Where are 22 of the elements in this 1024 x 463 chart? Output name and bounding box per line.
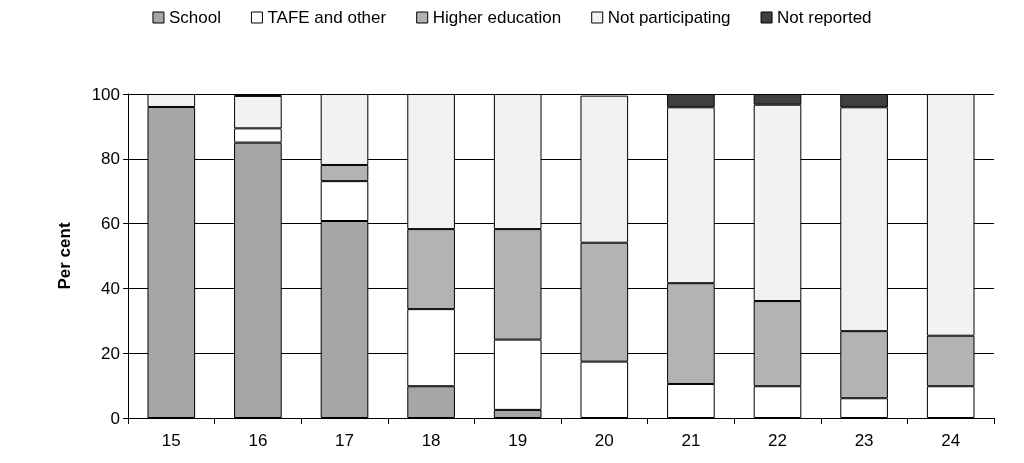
x-tick-label: 20 xyxy=(594,431,614,450)
x-tick-label: 23 xyxy=(854,431,874,450)
y-axis-title: Per cent xyxy=(55,222,74,290)
legend-label: Not participating xyxy=(607,8,731,27)
x-tick-label: 15 xyxy=(161,431,181,450)
x-tick-label: 21 xyxy=(681,431,701,450)
legend-label: Higher education xyxy=(432,8,562,27)
y-tick-label: 40 xyxy=(101,278,120,298)
x-tick-label: 24 xyxy=(941,431,961,450)
y-tick-label: 0 xyxy=(110,408,120,428)
x-tick-label: 22 xyxy=(768,431,787,450)
legend-label: School xyxy=(168,8,221,27)
y-tick-label: 80 xyxy=(101,149,120,169)
legend-label: Not reported xyxy=(777,8,872,27)
x-tick-label: 16 xyxy=(248,431,268,450)
y-tick-label: 60 xyxy=(101,214,120,234)
x-tick-label: 19 xyxy=(508,431,528,450)
y-tick-label: 100 xyxy=(91,84,120,104)
x-tick-label: 17 xyxy=(335,431,354,450)
y-tick-label: 20 xyxy=(101,343,120,363)
x-tick-label: 18 xyxy=(421,431,441,450)
legend-label: TAFE and other xyxy=(267,8,387,27)
